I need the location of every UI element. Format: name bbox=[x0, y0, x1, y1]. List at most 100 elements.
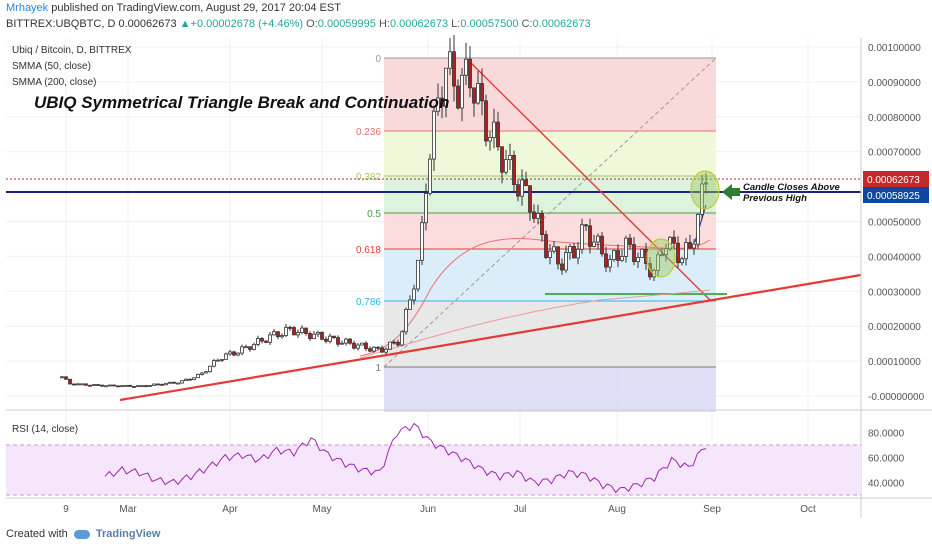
price-tick-5: 0.00040000 bbox=[868, 252, 921, 263]
candle-body-8 bbox=[92, 384, 96, 386]
candle-body-109 bbox=[496, 121, 500, 148]
close-value: 0.00062673 bbox=[532, 18, 591, 30]
candle-body-157 bbox=[688, 242, 692, 249]
candle-body-27 bbox=[168, 381, 172, 384]
candle-body-11 bbox=[104, 385, 108, 388]
candle-body-116 bbox=[524, 179, 528, 187]
fib-label-5: 0.786 bbox=[356, 297, 381, 308]
candle-body-54 bbox=[276, 331, 280, 338]
candle-body-68 bbox=[332, 335, 336, 338]
candle-body-53 bbox=[272, 331, 276, 336]
legend-smma-200: SMMA (200, close) bbox=[12, 77, 96, 88]
candle-body-86 bbox=[404, 309, 408, 333]
high-label: H: bbox=[378, 18, 390, 30]
rsi-pane[interactable]: 80.0000 60.0000 40.0000 bbox=[6, 422, 905, 496]
time-tick-4: Jun bbox=[420, 504, 436, 515]
fib-retracement[interactable]: 0 0.236 0.382 0.5 0.618 0.786 1 bbox=[356, 54, 717, 412]
candle-body-13 bbox=[112, 384, 116, 387]
tradingview-brand[interactable]: TradingView bbox=[95, 528, 161, 540]
publish-line: Mrhayek published on TradingView.com, Au… bbox=[6, 2, 341, 14]
candle-body-124 bbox=[556, 246, 560, 265]
rsi-line bbox=[104, 422, 707, 494]
candle-body-127 bbox=[568, 246, 572, 253]
candle-body-137 bbox=[608, 259, 612, 268]
candle-body-19 bbox=[136, 385, 140, 388]
rsi-band bbox=[6, 445, 861, 495]
ohlc-line: BITTREX:UBQBTC, D 0.00062673 ▲+0.0000267… bbox=[6, 18, 591, 30]
candle-body-113 bbox=[512, 154, 516, 185]
price-tick-7: 0.00020000 bbox=[868, 322, 921, 333]
candle-body-60 bbox=[300, 327, 304, 333]
candle-body-43 bbox=[232, 351, 236, 356]
candle-body-106 bbox=[484, 100, 488, 142]
highlight-circle-breakout bbox=[646, 238, 676, 278]
candle-body-78 bbox=[372, 346, 376, 352]
candle-body-102 bbox=[468, 58, 472, 89]
time-tick-7: Sep bbox=[703, 504, 721, 515]
candle-body-140 bbox=[620, 256, 624, 261]
candle-body-74 bbox=[356, 344, 360, 349]
candle-body-72 bbox=[348, 338, 352, 344]
candle-body-91 bbox=[424, 192, 428, 224]
fib-zone-2 bbox=[384, 176, 716, 213]
change-value: +0.00002678 (+4.46%) bbox=[190, 18, 304, 30]
candle-body-20 bbox=[140, 385, 144, 388]
footer: Created with TradingView bbox=[6, 528, 160, 540]
candle-body-143 bbox=[632, 244, 636, 262]
candle-body-82 bbox=[388, 341, 392, 350]
candle-body-71 bbox=[344, 338, 348, 344]
price-tick-6: 0.00030000 bbox=[868, 287, 921, 298]
candle-body-99 bbox=[456, 85, 460, 109]
candle-body-141 bbox=[624, 237, 628, 257]
candle-body-48 bbox=[252, 344, 256, 350]
candle-body-55 bbox=[280, 335, 284, 338]
rsi-tick-1: 60.0000 bbox=[868, 454, 905, 465]
publisher-name[interactable]: Mrhayek bbox=[6, 2, 49, 14]
candle-body-153 bbox=[672, 236, 676, 244]
candle-body-61 bbox=[304, 327, 308, 334]
created-with-label: Created with bbox=[6, 528, 68, 540]
candle-body-89 bbox=[416, 259, 420, 290]
candle-body-75 bbox=[360, 342, 364, 346]
candle-body-34 bbox=[196, 374, 200, 379]
candle-body-6 bbox=[84, 383, 88, 386]
candle-body-28 bbox=[172, 381, 176, 384]
price-axis[interactable]: 0.00100000 0.00090000 0.00080000 0.00070000… bbox=[863, 43, 929, 403]
candle-body-26 bbox=[164, 382, 168, 386]
fib-zone-5 bbox=[384, 301, 716, 367]
candle-body-142 bbox=[628, 237, 632, 245]
price-tick-3: 0.00070000 bbox=[868, 148, 921, 159]
candle-body-83 bbox=[392, 341, 396, 344]
candle-body-45 bbox=[240, 346, 244, 354]
fib-label-3: 0.5 bbox=[367, 209, 381, 220]
time-tick-6: Aug bbox=[608, 504, 626, 515]
fib-label-1: 0.236 bbox=[356, 127, 381, 138]
time-axis[interactable]: 9 Mar Apr May Jun Jul Aug Sep Oct bbox=[63, 504, 816, 515]
candle-body-41 bbox=[224, 353, 228, 360]
high-value: 0.00062673 bbox=[389, 18, 449, 30]
rsi-tick-2: 40.0000 bbox=[868, 479, 905, 490]
candle-body-150 bbox=[660, 254, 664, 257]
candle-body-56 bbox=[284, 326, 288, 336]
rsi-label: RSI (14, close) bbox=[12, 424, 78, 435]
low-label: L: bbox=[451, 18, 461, 30]
candle-body-33 bbox=[192, 377, 196, 380]
candle-body-85 bbox=[400, 331, 404, 346]
change-arrow-icon: ▲ bbox=[179, 18, 191, 30]
candles[interactable] bbox=[60, 34, 708, 388]
candle-body-32 bbox=[188, 378, 192, 381]
candle-body-40 bbox=[220, 358, 224, 361]
fib-label-0: 0 bbox=[375, 54, 381, 65]
candle-body-81 bbox=[384, 348, 388, 353]
candle-body-42 bbox=[228, 351, 232, 355]
candle-body-131 bbox=[584, 224, 588, 227]
candle-body-130 bbox=[580, 224, 584, 250]
price-tick-1: 0.00090000 bbox=[868, 78, 921, 89]
fib-zone-3 bbox=[384, 213, 716, 249]
price-tick-4: 0.00050000 bbox=[868, 218, 921, 229]
rsi-tick-0: 80.0000 bbox=[868, 429, 905, 440]
candle-body-14 bbox=[116, 385, 120, 388]
smma-200-line bbox=[359, 289, 711, 359]
fib-label-4: 0.618 bbox=[356, 245, 381, 256]
